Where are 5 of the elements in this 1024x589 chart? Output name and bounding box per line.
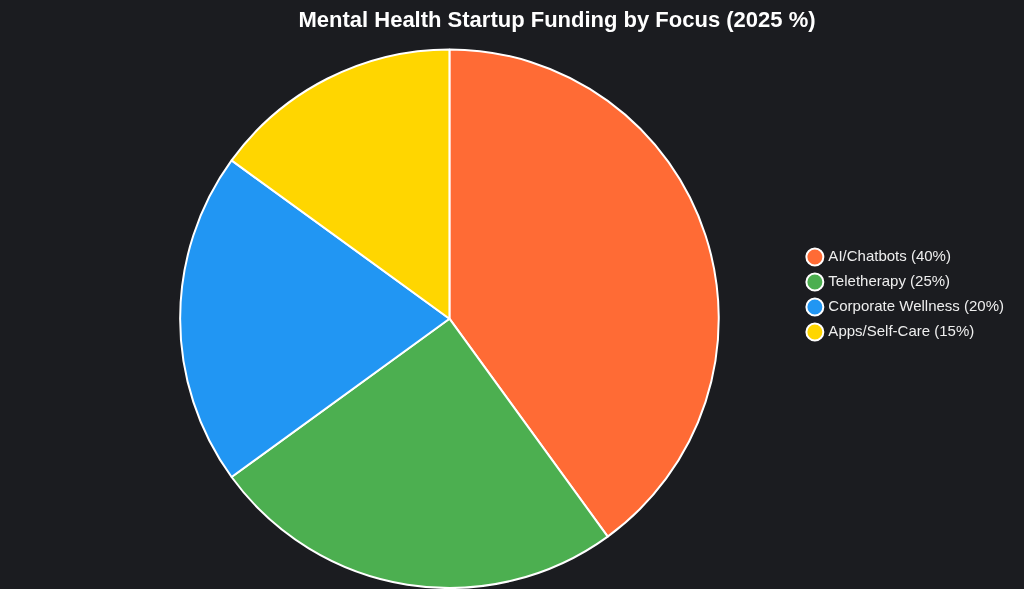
- chart-title: Mental Health Startup Funding by Focus (2025 %): [298, 7, 816, 33]
- legend-label: Corporate Wellness (20%): [828, 297, 1005, 315]
- legend-label: AI/Chatbots (40%): [828, 247, 951, 265]
- legend-label: Teletherapy (25%): [828, 272, 951, 290]
- legend-label: Apps/Self-Care (15%): [828, 322, 975, 340]
